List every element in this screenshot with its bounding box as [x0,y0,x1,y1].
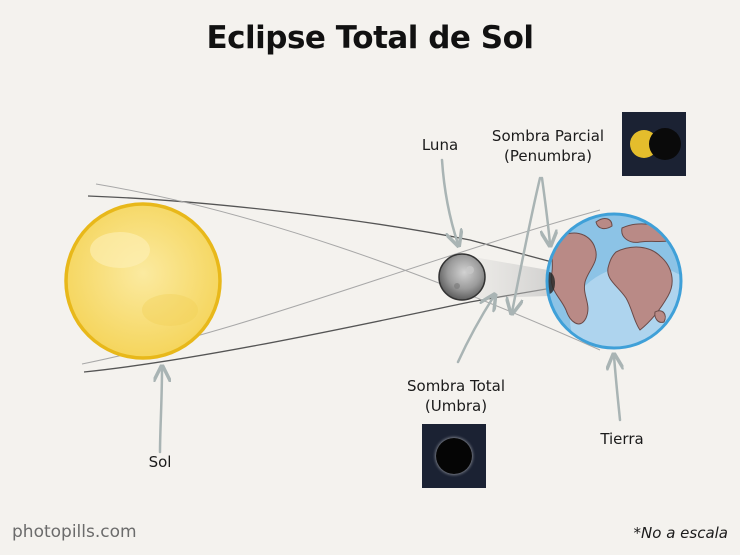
arrow-sol [160,368,162,454]
label-tierra: Tierra [600,430,644,448]
label-sombra-parcial: Sombra Parcial (Penumbra) [491,127,605,165]
diagram-title: Eclipse Total de Sol [206,20,534,56]
arrow-luna [440,158,458,244]
sun [64,202,222,360]
scale-note: *No a escala [633,524,728,542]
ray-top-light [95,183,601,351]
arrow-penumbra-1 [512,176,542,312]
moon [438,253,486,301]
label-luna: Luna [421,136,459,154]
partial-eclipse-icon [622,112,686,176]
label-sombra-total: Sombra Total (Umbra) [407,377,505,415]
arrow-tierra [614,356,620,422]
umbra-cone [462,255,548,299]
arrow-umbra [456,296,494,364]
arrow-penumbra-2 [542,176,550,244]
earth [545,212,683,350]
pointer-arrows [160,158,620,454]
label-sol: Sol [148,453,172,471]
total-eclipse-icon [422,424,486,488]
ray-bottom-dark [83,287,553,373]
brand-watermark: photopills.com [12,522,137,542]
ray-top-dark [87,195,553,263]
